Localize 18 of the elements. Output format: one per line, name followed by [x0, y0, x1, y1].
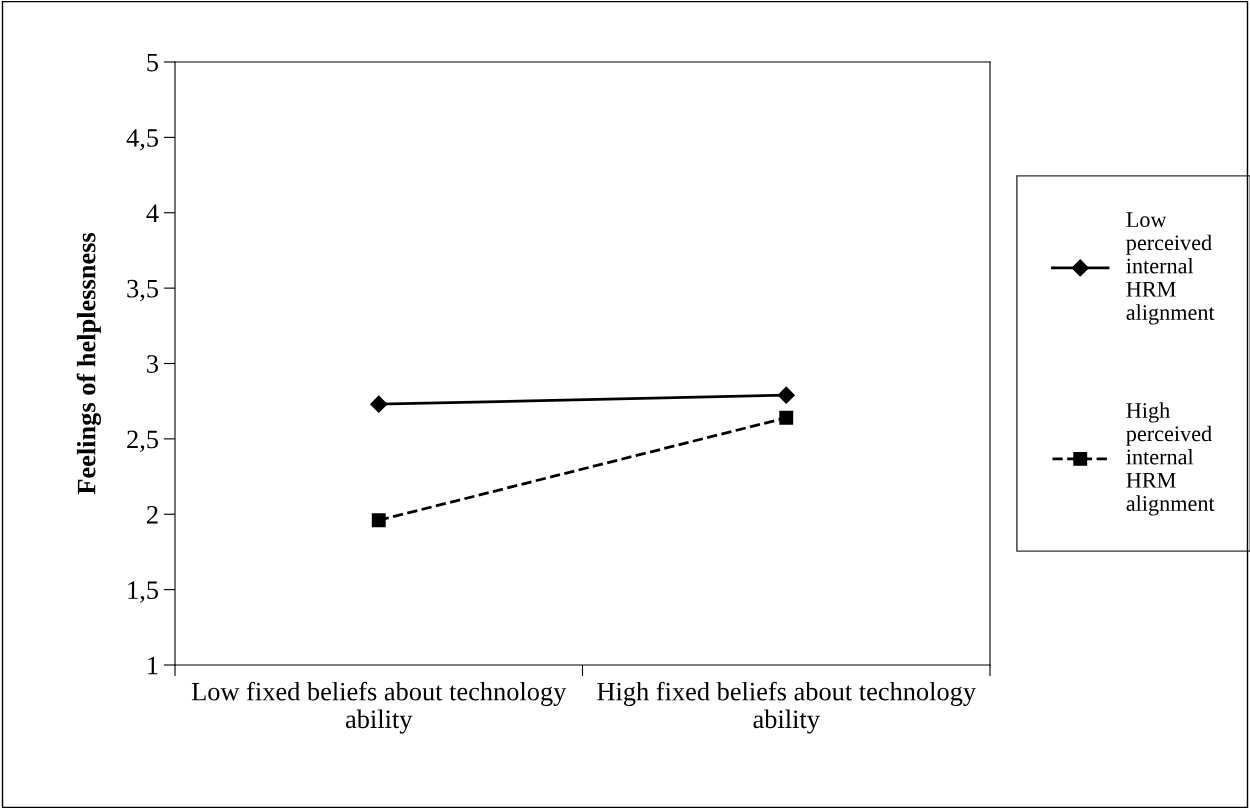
point — [370, 395, 388, 413]
y-tick-label: 1 — [148, 656, 158, 675]
y-tick-label: 2,5 — [127, 430, 158, 453]
x-tick-label: Low fixed beliefs about technology ability — [191, 681, 567, 734]
y-tick-label: 4 — [146, 204, 159, 222]
y-tick-label: 4,5 — [126, 129, 158, 151]
y-tick-label: 1,5 — [128, 581, 158, 603]
legend-label: Low perceived internal HRM alignment — [1126, 212, 1215, 325]
y-tick-label: 3,5 — [127, 279, 158, 302]
legend-label: High perceived internal HRM alignment — [1126, 402, 1215, 516]
y-axis-title: Feelings of helplessness — [76, 232, 102, 495]
y-tick-label: 3 — [147, 355, 158, 373]
point — [371, 513, 386, 528]
x-tick-label: High fixed beliefs about technology ability — [597, 681, 976, 734]
y-tick-label: 2 — [146, 505, 158, 524]
y-tick-label: 5 — [147, 53, 158, 72]
point — [777, 386, 795, 404]
point — [779, 410, 794, 425]
